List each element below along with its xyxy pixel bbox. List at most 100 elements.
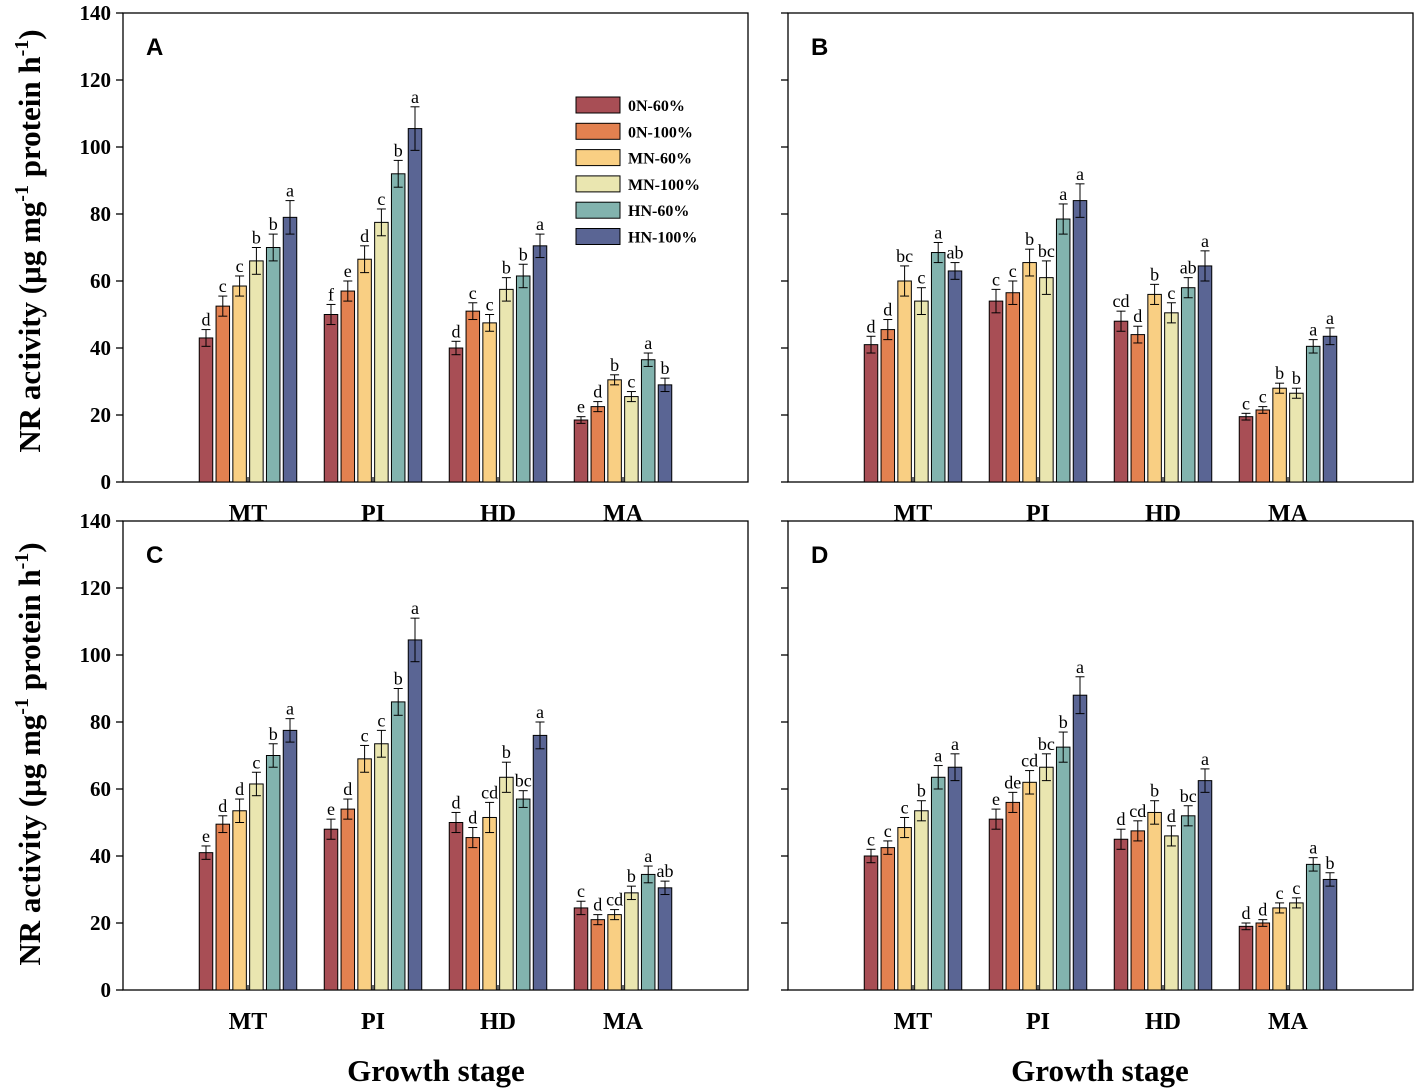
legend-swatch	[575, 122, 621, 140]
bar	[1164, 835, 1179, 991]
significance-letter: a	[934, 222, 942, 242]
bar	[482, 816, 497, 991]
bar	[1180, 815, 1196, 991]
y-tick-label: 140	[80, 1, 112, 25]
bar	[657, 384, 673, 483]
significance-letter: b	[394, 140, 403, 160]
bar	[532, 245, 548, 483]
category-label: MT	[894, 1009, 933, 1035]
bar	[357, 758, 372, 991]
significance-letter: d	[883, 300, 892, 320]
significance-letter: c	[992, 269, 1000, 289]
significance-letter: b	[269, 724, 278, 744]
bar	[1022, 781, 1037, 991]
bar	[1072, 200, 1088, 483]
panel-a: 020406080100120140AMTdccbbaPIfedcbaHDdcc…	[80, 1, 749, 527]
significance-letter: a	[1076, 164, 1084, 184]
plot-frame	[787, 520, 1414, 991]
bar	[1272, 907, 1287, 991]
significance-letter: cd	[481, 782, 498, 802]
panels-layer: 020406080100120140AMTdccbbaPIfedcbaHDdcc…	[80, 1, 1414, 1035]
significance-letter: c	[1167, 283, 1175, 303]
y-tick-label: 0	[101, 978, 112, 1002]
bar	[590, 406, 606, 483]
bar	[249, 783, 264, 991]
legend-label: HN-100%	[628, 230, 697, 247]
bar	[988, 300, 1004, 483]
significance-letter: c	[1276, 883, 1284, 903]
bar	[640, 359, 656, 483]
bar	[1255, 409, 1271, 483]
bar	[215, 305, 231, 483]
bar	[374, 221, 389, 483]
y-tick-label: 40	[90, 336, 111, 360]
significance-letter: a	[536, 702, 544, 722]
category-label: MT	[229, 1009, 268, 1035]
significance-letter: d	[1242, 903, 1251, 923]
significance-letter: c	[1009, 261, 1017, 281]
y-tick-label: 20	[90, 911, 111, 935]
bar	[624, 892, 639, 991]
category-label: PI	[1026, 1009, 1050, 1035]
bar	[930, 776, 946, 991]
bar	[1147, 293, 1162, 483]
significance-letter: d	[343, 779, 352, 799]
legend-label: HN-60%	[628, 203, 689, 220]
significance-letter: c	[377, 189, 385, 209]
significance-letter: c	[236, 256, 244, 276]
significance-letter: c	[252, 752, 260, 772]
significance-letter: d	[1117, 809, 1126, 829]
bar	[1272, 387, 1287, 483]
bar	[499, 776, 514, 991]
category-label: PI	[361, 1009, 385, 1035]
significance-letter: a	[536, 214, 544, 234]
bar	[282, 729, 298, 991]
significance-letter: ab	[1180, 258, 1197, 278]
bar	[499, 288, 514, 483]
bar	[323, 314, 339, 483]
bar	[1305, 345, 1321, 483]
significance-letter: e	[327, 799, 335, 819]
bar	[914, 810, 929, 991]
bar	[607, 379, 622, 483]
significance-letter: a	[644, 846, 652, 866]
significance-letter: c	[1292, 878, 1300, 898]
significance-letter: ab	[657, 861, 674, 881]
panel-c: 020406080100120140CMTeddcbaPIedccbaHDddc…	[80, 509, 749, 1035]
bar	[340, 290, 356, 483]
significance-letter: b	[394, 669, 403, 689]
significance-letter: b	[269, 214, 278, 234]
bar	[1022, 262, 1037, 483]
bar	[914, 300, 929, 483]
bar	[448, 347, 464, 483]
plot-frame	[122, 520, 749, 991]
significance-letter: e	[202, 826, 210, 846]
category-label: PI	[361, 501, 385, 527]
significance-letter: c	[469, 283, 477, 303]
bar	[390, 173, 406, 483]
bar	[357, 258, 372, 483]
bar	[947, 270, 963, 483]
significance-letter: c	[1242, 393, 1250, 413]
significance-letter: d	[468, 808, 477, 828]
significance-letter: f	[328, 284, 334, 304]
bar	[1289, 902, 1304, 991]
bar	[340, 808, 356, 991]
y-tick-label: 20	[90, 403, 111, 427]
bar	[1322, 335, 1338, 483]
bar	[1289, 392, 1304, 483]
bar	[265, 247, 281, 483]
bar	[265, 755, 281, 991]
significance-letter: c	[361, 725, 369, 745]
significance-letter: a	[1059, 184, 1067, 204]
significance-letter: b	[1275, 363, 1284, 383]
bar	[232, 810, 247, 991]
significance-letter: d	[1133, 306, 1142, 326]
significance-letter: c	[577, 881, 585, 901]
significance-letter: a	[1326, 308, 1334, 328]
significance-letter: d	[360, 226, 369, 246]
bar	[897, 280, 912, 483]
bar	[1164, 312, 1179, 483]
bar	[249, 260, 264, 483]
